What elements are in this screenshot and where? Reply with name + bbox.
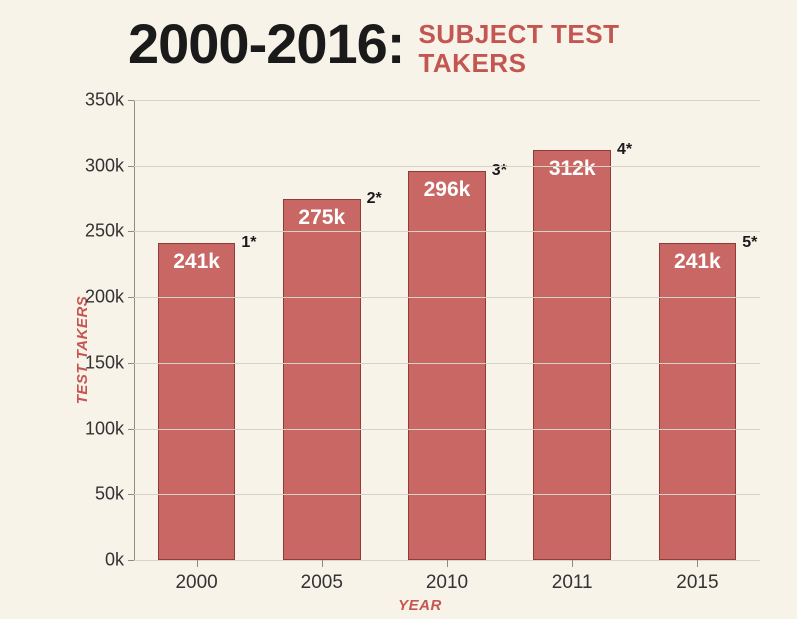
- y-tick-label: 0k: [105, 550, 134, 571]
- grid-line: [134, 429, 760, 430]
- bar-footnote: 5*: [742, 234, 757, 252]
- grid-line: [134, 297, 760, 298]
- bar: 312k: [533, 150, 611, 560]
- title-years: 2000-2016:: [128, 16, 404, 72]
- grid-line: [134, 363, 760, 364]
- bar-footnote: 4*: [617, 141, 632, 159]
- x-tick-mark: [322, 560, 323, 567]
- bar-footnote: 1*: [241, 234, 256, 252]
- bar-chart: TEST TAKERS 241k1*275k2*296k3*312k4*241k…: [70, 90, 770, 610]
- bar-value-label: 241k: [173, 250, 220, 274]
- bar-value-label: 275k: [298, 206, 345, 230]
- x-axis-label: YEAR: [70, 597, 770, 614]
- x-tick-mark: [697, 560, 698, 567]
- y-tick-label: 250k: [85, 221, 134, 242]
- y-tick-label: 50k: [95, 484, 134, 505]
- bar: 241k: [158, 243, 236, 560]
- y-tick-label: 150k: [85, 352, 134, 373]
- bar-footnote: 2*: [367, 190, 382, 208]
- title-subject-line2: TAKERS: [418, 49, 619, 78]
- grid-line: [134, 166, 760, 167]
- bar: 275k: [283, 199, 361, 560]
- y-tick-label: 300k: [85, 155, 134, 176]
- y-axis-label: TEST TAKERS: [74, 296, 91, 405]
- y-tick-label: 350k: [85, 90, 134, 111]
- y-tick-label: 200k: [85, 287, 134, 308]
- title-subject: SUBJECT TEST TAKERS: [418, 16, 619, 77]
- bar-footnote: 3*: [492, 162, 507, 180]
- chart-title: 2000-2016: SUBJECT TEST TAKERS: [128, 16, 619, 77]
- title-subject-line1: SUBJECT TEST: [418, 19, 619, 49]
- plot-area: 241k1*275k2*296k3*312k4*241k5* 0k50k100k…: [134, 100, 760, 560]
- x-tick-mark: [572, 560, 573, 567]
- bar: 241k: [659, 243, 737, 560]
- y-tick-label: 100k: [85, 418, 134, 439]
- bar-value-label: 296k: [424, 178, 471, 202]
- bar-value-label: 312k: [549, 157, 596, 181]
- x-tick-mark: [447, 560, 448, 567]
- grid-line: [134, 231, 760, 232]
- bars-group: 241k 1* 275k 2* 296k 3* 312k 4* 241k 5*: [134, 100, 760, 560]
- bar: 296k: [408, 171, 486, 560]
- grid-line: [134, 494, 760, 495]
- x-tick-mark: [197, 560, 198, 567]
- bar-value-label: 241k: [674, 250, 721, 274]
- grid-line: [134, 100, 760, 101]
